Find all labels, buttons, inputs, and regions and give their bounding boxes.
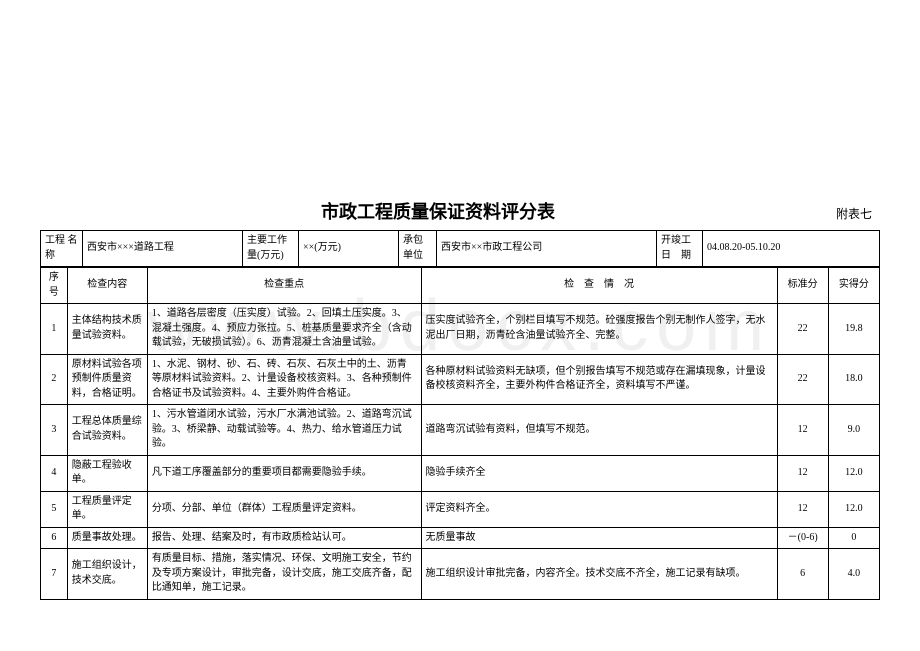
table-row: 6质量事故处理。报告、处理、结案及时，有市政质检站认可。无质量事故－(0-6)0 <box>41 527 880 549</box>
cell-act: 12.0 <box>828 491 879 527</box>
proj-label: 工程 名称 <box>41 231 83 267</box>
cell-act: 9.0 <box>828 405 879 456</box>
cell-std: 12 <box>777 405 828 456</box>
cell-item: 质量事故处理。 <box>67 527 147 549</box>
cell-seq: 1 <box>41 304 68 355</box>
table-row: 4隐蔽工程验收单。凡下道工序覆盖部分的重要项目都需要隐验手续。隐验手续齐全121… <box>41 455 880 491</box>
cell-std: 12 <box>777 491 828 527</box>
table-row: 7施工组织设计，技术交底。有质量目标、措施，落实情况、环保、文明施工安全，节约及… <box>41 549 880 600</box>
cell-situation: 各种原材料试验资料无缺项，但个别报告填写不规范或存在漏填现象，计量设备校核资料齐… <box>421 354 777 405</box>
page: 市政工程质量保证资料评分表 附表七 工程 名称 西安市×××道路工程 主要工作 … <box>40 198 880 600</box>
contractor-value: 西安市××市政工程公司 <box>437 231 657 267</box>
col-item: 检查内容 <box>67 268 147 304</box>
cell-seq: 4 <box>41 455 68 491</box>
work-label: 主要工作 量(万元) <box>243 231 299 267</box>
cell-seq: 6 <box>41 527 68 549</box>
col-seq: 序 号 <box>41 268 68 304</box>
work-value: ××(万元) <box>299 231 399 267</box>
cell-act: 4.0 <box>828 549 879 600</box>
table-row: 5工程质量评定单。分项、分部、单位（群体）工程质量评定资料。评定资料齐全。121… <box>41 491 880 527</box>
cell-keypoint: 分项、分部、单位（群体）工程质量评定资料。 <box>147 491 421 527</box>
cell-seq: 3 <box>41 405 68 456</box>
cell-situation: 施工组织设计审批完备，内容齐全。技术交底不齐全，施工记录有缺项。 <box>421 549 777 600</box>
proj-value: 西安市×××道路工程 <box>83 231 243 267</box>
date-label: 开竣工 日 期 <box>657 231 703 267</box>
cell-keypoint: 1、污水管道闭水试验，污水厂水满池试验。2、道路弯沉试验。3、桥梁静、动载试验等… <box>147 405 421 456</box>
cell-std: 6 <box>777 549 828 600</box>
cell-keypoint: 有质量目标、措施，落实情况、环保、文明施工安全，节约及专项方案设计，审批完备，设… <box>147 549 421 600</box>
cell-keypoint: 1、水泥、钢材、砂、石、砖、石灰、石灰土中的土、沥青等原材料试验资料。2、计量设… <box>147 354 421 405</box>
cell-situation: 隐验手续齐全 <box>421 455 777 491</box>
cell-situation: 道路弯沉试验有资料，但填写不规范。 <box>421 405 777 456</box>
cell-act: 18.0 <box>828 354 879 405</box>
col-act: 实得分 <box>828 268 879 304</box>
cell-std: 22 <box>777 354 828 405</box>
cell-keypoint: 凡下道工序覆盖部分的重要项目都需要隐验手续。 <box>147 455 421 491</box>
cell-item: 工程总体质量综合试验资料。 <box>67 405 147 456</box>
cell-situation: 评定资料齐全。 <box>421 491 777 527</box>
header-table: 工程 名称 西安市×××道路工程 主要工作 量(万元) ××(万元) 承包 单位… <box>40 230 880 267</box>
table-row: 1主体结构技术质量试验资料。1、道路各层密度（压实度）试验。2、回填土压实度。3… <box>41 304 880 355</box>
col-std: 标准分 <box>777 268 828 304</box>
cell-seq: 7 <box>41 549 68 600</box>
cell-item: 原材料试验各项预制件质量资料，合格证明。 <box>67 354 147 405</box>
cell-std: 12 <box>777 455 828 491</box>
cell-situation: 压实度试验齐全，个别栏目填写不规范。砼强度报告个别无制作人签字，无水泥出厂日期，… <box>421 304 777 355</box>
annex-label: 附表七 <box>836 205 872 222</box>
cell-std: 22 <box>777 304 828 355</box>
col-sit: 检 查 情 况 <box>421 268 777 304</box>
cell-item: 隐蔽工程验收单。 <box>67 455 147 491</box>
cell-act: 0 <box>828 527 879 549</box>
cell-seq: 5 <box>41 491 68 527</box>
cell-item: 工程质量评定单。 <box>67 491 147 527</box>
cell-act: 19.8 <box>828 304 879 355</box>
date-value: 04.08.20-05.10.20 <box>703 231 880 267</box>
cell-keypoint: 报告、处理、结案及时，有市政质检站认可。 <box>147 527 421 549</box>
cell-situation: 无质量事故 <box>421 527 777 549</box>
cell-seq: 2 <box>41 354 68 405</box>
document-title: 市政工程质量保证资料评分表 <box>40 198 836 224</box>
table-row: 3工程总体质量综合试验资料。1、污水管道闭水试验，污水厂水满池试验。2、道路弯沉… <box>41 405 880 456</box>
cell-item: 主体结构技术质量试验资料。 <box>67 304 147 355</box>
cell-std: －(0-6) <box>777 527 828 549</box>
col-kp: 检查重点 <box>147 268 421 304</box>
contractor-label: 承包 单位 <box>399 231 437 267</box>
cell-keypoint: 1、道路各层密度（压实度）试验。2、回填土压实度。3、混凝土强度。4、预应力张拉… <box>147 304 421 355</box>
score-table: 序 号 检查内容 检查重点 检 查 情 况 标准分 实得分 1主体结构技术质量试… <box>40 267 880 600</box>
cell-act: 12.0 <box>828 455 879 491</box>
table-row: 2原材料试验各项预制件质量资料，合格证明。1、水泥、钢材、砂、石、砖、石灰、石灰… <box>41 354 880 405</box>
cell-item: 施工组织设计，技术交底。 <box>67 549 147 600</box>
